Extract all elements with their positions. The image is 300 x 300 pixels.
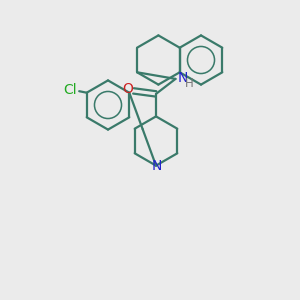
- Text: O: O: [123, 82, 134, 96]
- Text: N: N: [177, 71, 188, 85]
- Text: Cl: Cl: [63, 83, 77, 97]
- Text: N: N: [152, 159, 162, 173]
- Text: H: H: [185, 77, 194, 90]
